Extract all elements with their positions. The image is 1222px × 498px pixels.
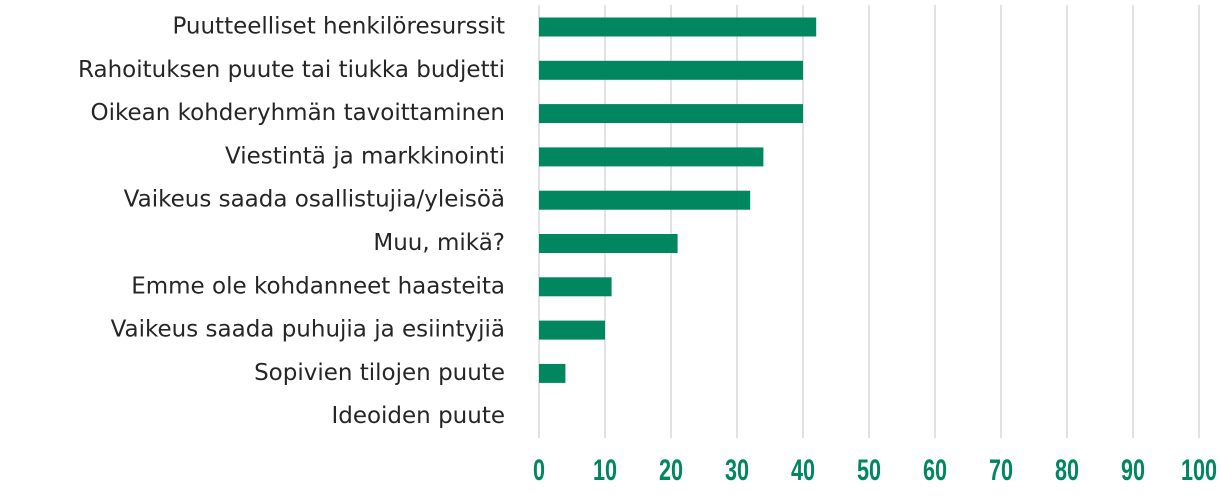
- bar: [539, 363, 566, 383]
- x-tick-label: 90: [1121, 452, 1145, 486]
- y-tick-label: Muu, mikä?: [373, 230, 505, 256]
- bar: [539, 147, 764, 167]
- x-tick-label: 60: [923, 452, 947, 486]
- x-tick-label: 0: [533, 452, 545, 486]
- x-tick-label: 80: [1055, 452, 1079, 486]
- bar: [539, 234, 678, 253]
- x-tick-label: 100: [1181, 452, 1217, 486]
- y-tick-label: Oikean kohderyhmän tavoittaminen: [91, 100, 505, 126]
- x-tick-label: 70: [989, 452, 1013, 486]
- y-tick-label: Sopivien tilojen puute: [254, 360, 505, 386]
- y-tick-label: Puutteelliset henkilöresurssit: [172, 14, 505, 40]
- y-tick-label: Vaikeus saada osallistujia/yleisöä: [124, 187, 505, 213]
- x-tick-label: 40: [791, 452, 815, 486]
- bar: [539, 104, 803, 124]
- bar: [539, 277, 612, 297]
- x-tick-label: 30: [725, 452, 749, 486]
- bar: [539, 190, 751, 210]
- bar: [539, 60, 803, 80]
- y-tick-label: Rahoituksen puute tai tiukka budjetti: [78, 57, 505, 83]
- y-tick-label: Viestintä ja markkinointi: [225, 143, 505, 169]
- y-tick-label: Emme ole kohdanneet haasteita: [131, 273, 505, 299]
- y-tick-label: Vaikeus saada puhujia ja esiintyjiä: [111, 317, 505, 343]
- y-tick-label: Ideoiden puute: [331, 403, 505, 429]
- bar: [539, 17, 817, 37]
- x-tick-label: 20: [659, 452, 683, 486]
- x-tick-label: 10: [593, 452, 617, 486]
- bar: [539, 320, 605, 340]
- x-tick-label: 50: [857, 452, 881, 486]
